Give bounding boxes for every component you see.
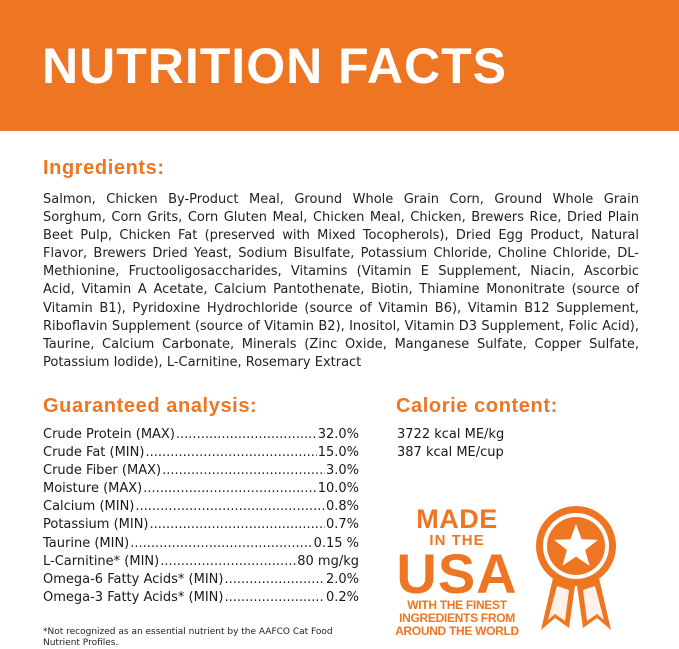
- analysis-label: Potassium (MIN): [43, 517, 149, 533]
- analysis-row: L-Carnitine* (MIN) 80 mg/kg: [43, 553, 359, 571]
- analysis-label: Moisture (MAX): [43, 481, 143, 497]
- dot-leader: [162, 462, 325, 480]
- analysis-value: 15.0%: [317, 445, 359, 461]
- analysis-value: 0.15 %: [313, 535, 359, 551]
- analysis-label: Taurine (MIN): [43, 535, 130, 551]
- analysis-row: Omega-6 Fatty Acids* (MIN) 2.0%: [43, 571, 359, 589]
- header-banner: NUTRITION FACTS: [0, 0, 679, 131]
- made-in-usa-sub3: AROUND THE WORLD: [395, 624, 519, 638]
- star-shape: [554, 524, 598, 566]
- analysis-label: Omega-3 Fatty Acids* (MIN): [43, 589, 224, 605]
- calorie-content-list: 3722 kcal ME/kg 387 kcal ME/cup: [397, 426, 504, 462]
- guaranteed-analysis-list: Crude Protein (MAX) 32.0% Crude Fat (MIN)…: [43, 426, 359, 607]
- analysis-row: Moisture (MAX) 10.0%: [43, 480, 359, 498]
- footnote: *Not recognized as an essential nutrient…: [43, 627, 333, 648]
- dot-leader: [145, 444, 316, 462]
- ribbon-left-stripe: [548, 586, 569, 621]
- calorie-line: 387 kcal ME/cup: [397, 445, 504, 461]
- analysis-value: 0.2%: [325, 589, 359, 605]
- made-in-usa-line2: IN THE: [429, 532, 485, 549]
- analysis-row: Taurine (MIN) 0.15 %: [43, 535, 359, 553]
- analysis-label: Omega-6 Fatty Acids* (MIN): [43, 571, 224, 587]
- analysis-value: 3.0%: [325, 463, 359, 479]
- page-title: NUTRITION FACTS: [42, 38, 507, 94]
- dot-leader: [224, 571, 324, 589]
- ingredients-heading: Ingredients:: [43, 157, 165, 179]
- calorie-content-heading: Calorie content:: [396, 395, 558, 417]
- dot-leader: [160, 553, 296, 571]
- dot-leader: [135, 498, 325, 516]
- analysis-label: Crude Fiber (MAX): [43, 463, 162, 479]
- analysis-row: Crude Protein (MAX) 32.0%: [43, 426, 359, 444]
- analysis-row: Omega-3 Fatty Acids* (MIN) 0.2%: [43, 589, 359, 607]
- analysis-label: Crude Fat (MIN): [43, 445, 145, 461]
- dot-leader: [150, 516, 325, 534]
- analysis-label: Crude Protein (MAX): [43, 427, 175, 442]
- analysis-value: 2.0%: [325, 571, 359, 587]
- made-in-usa-line3: USA: [396, 542, 518, 605]
- guaranteed-analysis-heading: Guaranteed analysis:: [43, 395, 258, 417]
- analysis-value: 0.8%: [325, 499, 359, 515]
- analysis-row: Crude Fat (MIN) 15.0%: [43, 444, 359, 462]
- dot-leader: [176, 426, 317, 444]
- analysis-value: 10.0%: [317, 481, 359, 497]
- made-in-usa-sub1: WITH THE FINEST: [407, 598, 507, 612]
- dot-leader: [143, 480, 316, 498]
- dot-leader: [130, 535, 312, 553]
- analysis-row: Calcium (MIN) 0.8%: [43, 498, 359, 516]
- star-medal-icon: [536, 506, 616, 630]
- analysis-value: 0.7%: [325, 517, 359, 533]
- analysis-label: Calcium (MIN): [43, 499, 135, 515]
- analysis-row: Crude Fiber (MAX) 3.0%: [43, 462, 359, 480]
- analysis-label: L-Carnitine* (MIN): [43, 553, 160, 569]
- analysis-value: 80 mg/kg: [297, 553, 359, 569]
- calorie-line: 3722 kcal ME/kg: [397, 427, 505, 442]
- made-in-usa-line1: MADE: [416, 504, 498, 534]
- made-in-usa-logo: MADE IN THE USA WITH THE FINEST INGREDIE…: [392, 506, 522, 638]
- dot-leader: [224, 589, 324, 607]
- ingredients-text: Salmon, Chicken By-Product Meal, Ground …: [43, 192, 639, 370]
- ribbon-right-stripe: [583, 586, 604, 621]
- analysis-row: Potassium (MIN) 0.7%: [43, 516, 359, 534]
- made-in-usa-sub2: INGREDIENTS FROM: [399, 611, 515, 625]
- analysis-value: 32.0%: [317, 427, 359, 442]
